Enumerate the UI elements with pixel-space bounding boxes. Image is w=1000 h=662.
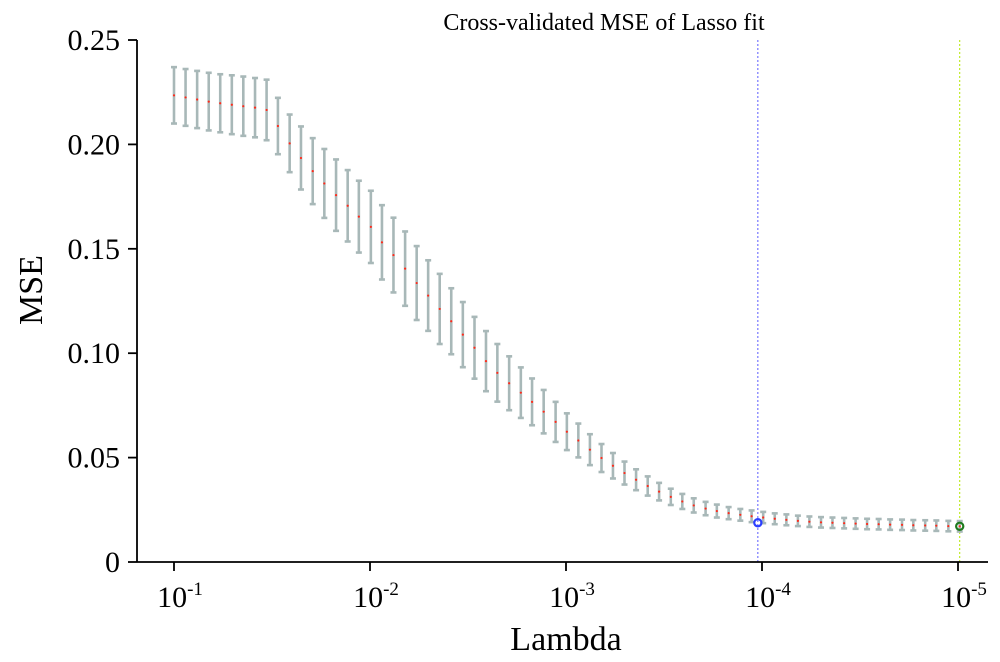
data-point bbox=[831, 521, 834, 524]
data-point bbox=[288, 142, 291, 145]
data-point bbox=[727, 512, 730, 515]
data-point bbox=[542, 410, 545, 413]
data-point bbox=[600, 456, 603, 460]
x-tick-label: 10-3 bbox=[549, 579, 595, 614]
data-point bbox=[577, 439, 580, 442]
data-point bbox=[427, 294, 430, 297]
data-point bbox=[739, 513, 742, 516]
data-point bbox=[623, 471, 626, 475]
x-tick-label: 10-2 bbox=[353, 579, 399, 614]
x-tick-label: 10-5 bbox=[941, 579, 987, 614]
data-point bbox=[172, 94, 176, 97]
data-point bbox=[357, 215, 360, 218]
x-tick-label: 10-4 bbox=[745, 579, 791, 614]
data-point bbox=[311, 170, 314, 173]
data-point bbox=[843, 522, 846, 525]
data-point bbox=[253, 106, 257, 109]
data-point bbox=[924, 524, 927, 527]
data-point bbox=[219, 102, 222, 105]
data-point bbox=[796, 519, 799, 522]
data-point bbox=[611, 464, 615, 467]
data-point bbox=[646, 484, 649, 488]
data-point bbox=[865, 522, 869, 526]
data-point bbox=[415, 281, 418, 285]
y-axis-label: MSE bbox=[13, 255, 50, 325]
highlight-point-2 bbox=[955, 521, 965, 531]
data-point bbox=[473, 346, 476, 349]
data-point bbox=[334, 194, 338, 197]
data-point bbox=[958, 525, 961, 528]
highlight-point-1 bbox=[753, 518, 763, 528]
data-point bbox=[889, 523, 892, 526]
data-point bbox=[773, 517, 776, 520]
data-point bbox=[554, 420, 557, 423]
data-point bbox=[404, 267, 407, 270]
data-point bbox=[935, 524, 938, 527]
y-tick-label: 0.15 bbox=[68, 233, 121, 266]
data-point bbox=[461, 333, 464, 336]
data-point bbox=[196, 98, 199, 101]
errorbar-series-1 bbox=[171, 65, 963, 533]
data-point bbox=[808, 520, 811, 523]
data-point bbox=[854, 522, 857, 525]
data-point bbox=[299, 156, 303, 160]
data-point bbox=[184, 96, 187, 99]
data-point bbox=[634, 478, 638, 481]
y-tick-label: 0.05 bbox=[68, 442, 121, 475]
data-point bbox=[276, 124, 280, 128]
data-point bbox=[947, 524, 950, 528]
data-point bbox=[369, 225, 372, 228]
data-point bbox=[704, 507, 707, 510]
data-point bbox=[380, 241, 384, 244]
axis-ticks: 0 0.05 0.10 0.15 0.20 0.25 10-1 10-2 10-3 10-4 10-… bbox=[68, 24, 987, 614]
data-point bbox=[877, 523, 880, 526]
data-point bbox=[588, 448, 592, 451]
x-axis-label: Lambda bbox=[510, 621, 621, 658]
data-point bbox=[669, 495, 672, 498]
data-point bbox=[323, 182, 326, 185]
data-point bbox=[785, 518, 788, 521]
data-point bbox=[762, 516, 765, 519]
plot-area bbox=[171, 40, 965, 562]
y-tick-label: 0.20 bbox=[68, 128, 121, 161]
data-point bbox=[750, 515, 753, 518]
data-point bbox=[519, 391, 522, 394]
data-point bbox=[230, 103, 233, 106]
y-tick-label: 0.10 bbox=[68, 337, 121, 370]
chart-title: Cross-validated MSE of Lasso fit bbox=[443, 10, 765, 36]
data-point bbox=[912, 524, 915, 527]
data-point bbox=[438, 307, 441, 311]
data-point bbox=[715, 509, 718, 513]
data-point bbox=[346, 204, 349, 207]
data-point bbox=[450, 320, 453, 323]
data-point bbox=[819, 521, 823, 524]
data-point bbox=[657, 490, 661, 493]
y-tick-label: 0 bbox=[105, 546, 120, 579]
data-point bbox=[265, 108, 268, 112]
data-point bbox=[565, 430, 568, 433]
x-tick-label: 10-1 bbox=[157, 579, 203, 614]
data-point bbox=[692, 504, 695, 507]
data-point bbox=[207, 100, 210, 103]
data-point bbox=[242, 105, 245, 108]
data-point bbox=[392, 253, 395, 257]
data-point bbox=[508, 382, 511, 385]
data-point bbox=[530, 400, 534, 403]
data-point bbox=[900, 523, 904, 526]
data-point bbox=[484, 360, 488, 363]
y-tick-label: 0.25 bbox=[68, 24, 121, 57]
data-point bbox=[681, 500, 684, 503]
data-point bbox=[496, 371, 499, 374]
